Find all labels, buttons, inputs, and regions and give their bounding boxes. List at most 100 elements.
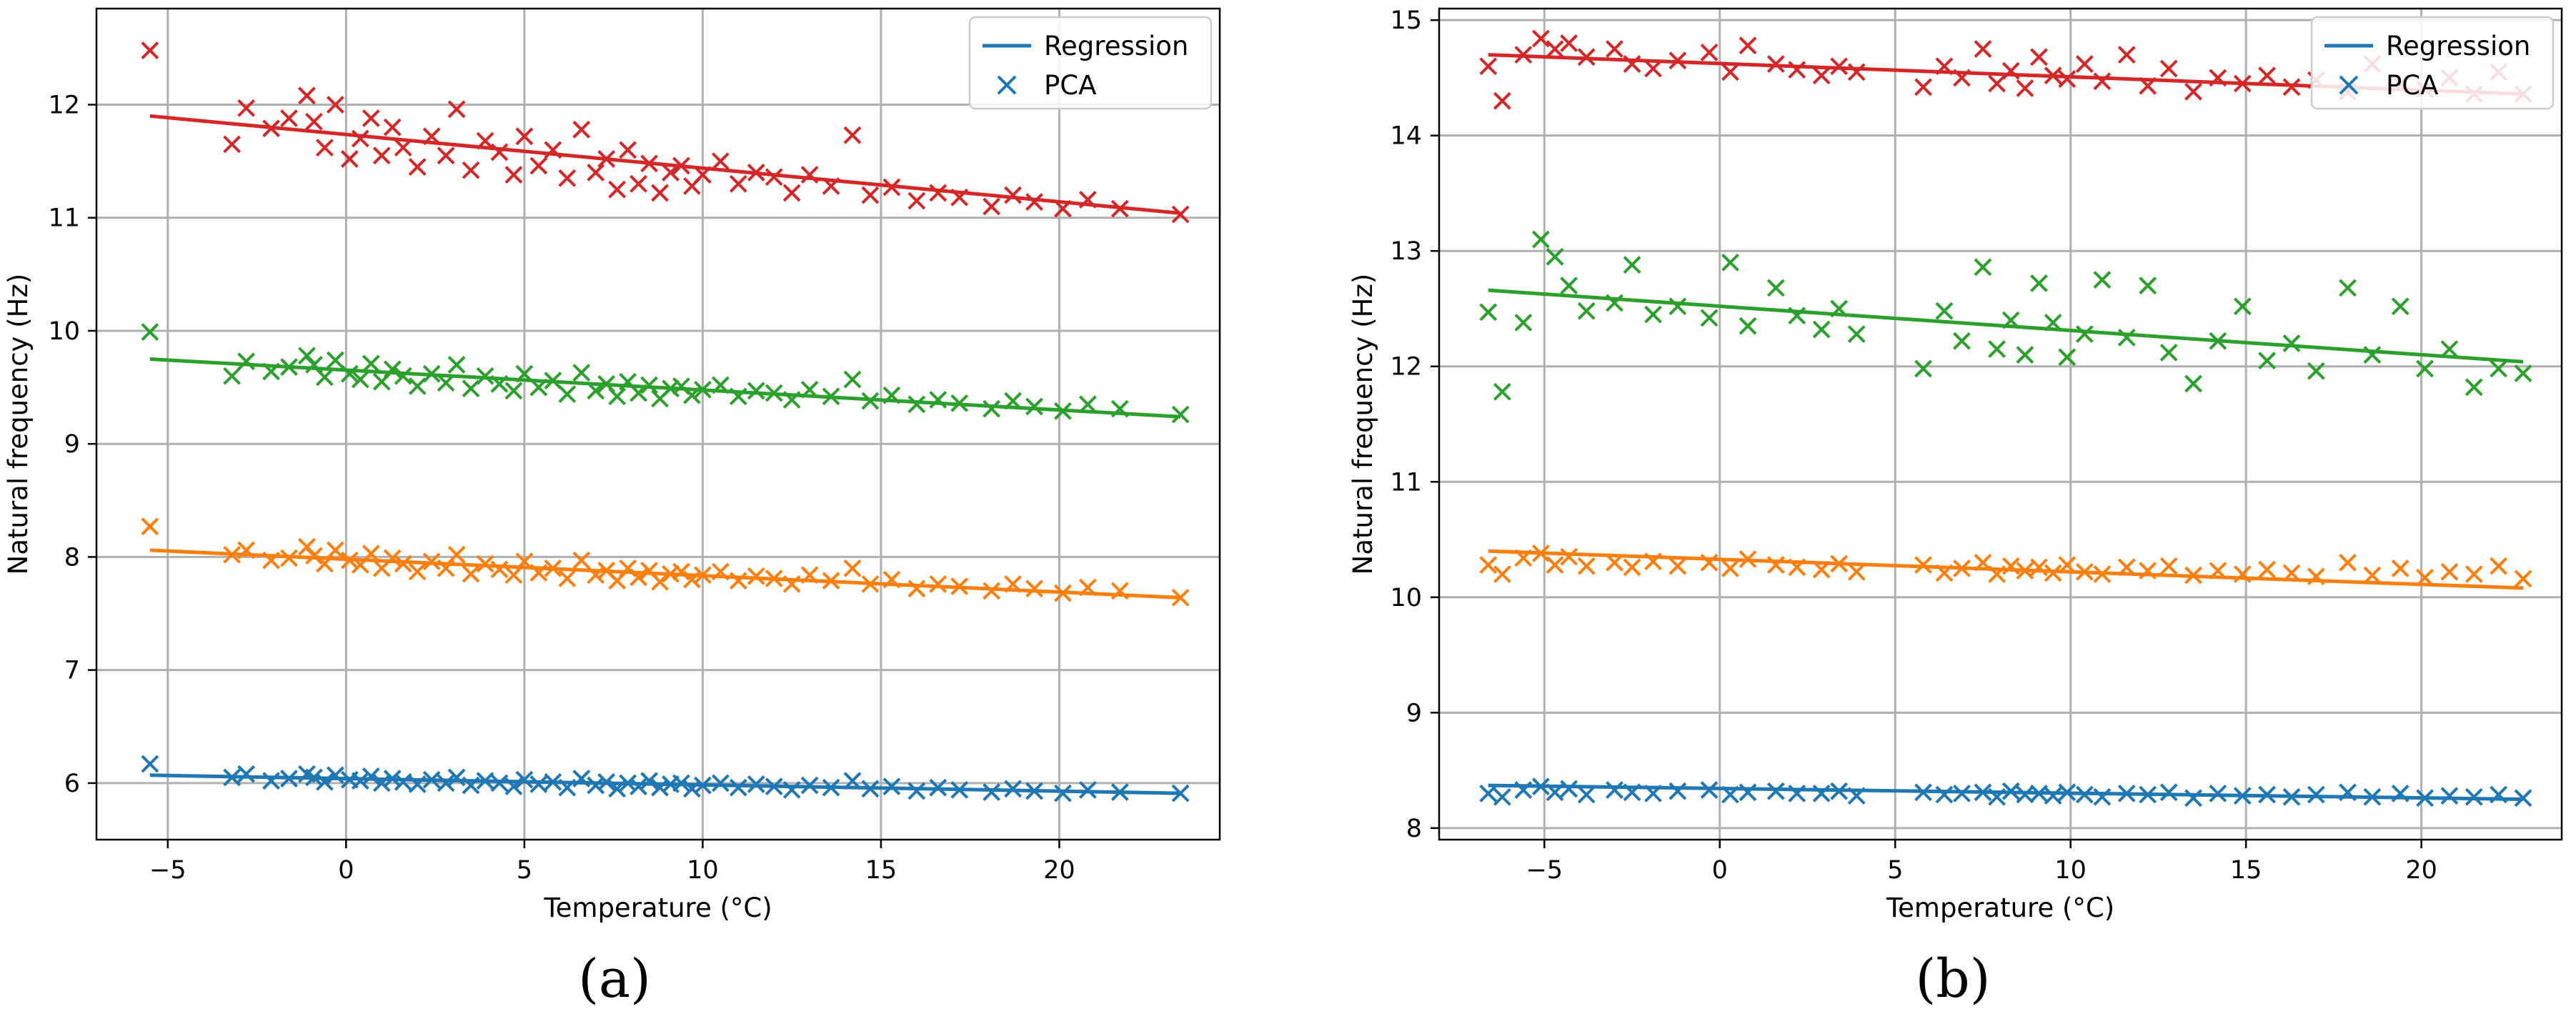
- y-tick-label: 12: [48, 91, 80, 119]
- pca-marker: [262, 362, 280, 381]
- pca-marker: [544, 559, 562, 577]
- pca-marker: [2117, 46, 2136, 64]
- pca-marker: [800, 380, 819, 399]
- pca-marker: [1974, 783, 1992, 802]
- pca-marker: [504, 166, 523, 184]
- pca-marker: [587, 164, 605, 182]
- pca-marker: [2282, 564, 2301, 582]
- pca-marker: [682, 780, 701, 798]
- pca-marker: [476, 555, 494, 573]
- pca-marker: [1669, 557, 1687, 575]
- pca-marker: [408, 377, 427, 395]
- pca-marker: [490, 560, 509, 579]
- pca-marker: [2339, 279, 2357, 297]
- pca-marker: [462, 776, 480, 795]
- pca-marker: [619, 141, 637, 159]
- pca-marker: [1054, 584, 1072, 602]
- pca-marker: [223, 367, 242, 385]
- pca-marker: [2001, 782, 2020, 800]
- pca-marker: [1025, 580, 1043, 598]
- pca-marker: [630, 174, 647, 193]
- pca-marker: [693, 380, 712, 399]
- pca-marker: [843, 370, 862, 389]
- pca-marker: [351, 370, 369, 389]
- pca-marker: [476, 367, 494, 385]
- pca-marker: [1546, 247, 1564, 266]
- pca-marker: [950, 577, 969, 595]
- pca-marker: [1953, 559, 1971, 577]
- y-tick-label: 7: [64, 657, 80, 685]
- pca-marker: [1700, 781, 1719, 799]
- pca-marker: [1479, 556, 1498, 574]
- pca-marker: [682, 386, 701, 404]
- pca-marker: [929, 575, 948, 593]
- pca-marker: [237, 99, 256, 117]
- pca-marker: [907, 395, 926, 414]
- legend-x-swatch: [997, 75, 1017, 95]
- pca-marker: [372, 774, 391, 792]
- pca-marker: [2044, 787, 2062, 805]
- pca-marker: [2139, 76, 2157, 95]
- pca-marker: [362, 767, 380, 785]
- pca-marker: [437, 774, 455, 792]
- x-tick-label: 15: [2230, 856, 2262, 885]
- pca-marker: [1644, 59, 1662, 78]
- pca-marker: [1974, 258, 1992, 277]
- pca-marker: [2339, 553, 2357, 572]
- x-tick-label: 15: [865, 856, 897, 885]
- pca-marker: [1025, 397, 1043, 416]
- pca-marker: [2184, 566, 2202, 585]
- x-tick-label: 20: [2405, 856, 2437, 885]
- pca-marker: [907, 782, 926, 800]
- pca-marker: [351, 129, 369, 148]
- pca-marker: [1577, 302, 1596, 320]
- pca-marker: [1953, 332, 1971, 350]
- pca-marker: [782, 575, 801, 593]
- pca-marker: [2440, 787, 2459, 805]
- pca-marker: [1739, 36, 1757, 55]
- pca-marker: [504, 777, 523, 796]
- pca-marker: [822, 778, 840, 797]
- legend-x-mark: [2339, 75, 2359, 95]
- pca-marker: [1953, 69, 1971, 87]
- pca-marker: [1988, 340, 2006, 358]
- pca-marker: [672, 774, 690, 792]
- chart-panel-a: −5 0 5 10 15 20 6 7 8 9 10 11 12 Temperature (°C) Na…: [3, 7, 1221, 1010]
- pca-marker: [315, 368, 334, 387]
- pca-marker: [1514, 313, 1533, 332]
- pca-marker: [1606, 781, 1623, 799]
- pca-marker: [1739, 317, 1757, 335]
- pca-marker: [280, 770, 298, 787]
- pca-marker: [2016, 79, 2034, 97]
- y-tick-label: 14: [1390, 122, 1422, 151]
- pca-marker: [1669, 297, 1687, 316]
- pca-marker: [2465, 378, 2483, 397]
- pca-marker: [662, 565, 680, 583]
- y-tick-label: 11: [48, 204, 80, 233]
- pca-marker: [1935, 57, 1954, 76]
- pca-marker: [1560, 277, 1578, 295]
- pca-marker: [1988, 565, 2006, 583]
- x-tick-label: −5: [149, 856, 187, 885]
- pca-marker: [747, 382, 765, 400]
- pca-marker: [2044, 564, 2062, 582]
- pca-marker: [1078, 395, 1097, 414]
- tick-marks: [88, 104, 1060, 848]
- pca-marker: [1514, 781, 1533, 799]
- pca-marker: [1110, 582, 1129, 600]
- pca-marker: [822, 387, 840, 406]
- pca-marker: [351, 772, 369, 790]
- pca-marker: [2416, 568, 2434, 587]
- pca-marker: [315, 555, 334, 573]
- pca-marker: [2233, 787, 2252, 805]
- pca-marker: [490, 374, 509, 393]
- pca-marker: [490, 774, 509, 792]
- pca-marker: [383, 770, 402, 787]
- pca-marker: [630, 777, 647, 796]
- pca-marker: [693, 566, 712, 585]
- pca-marker: [2001, 557, 2020, 575]
- pca-marker: [2233, 74, 2252, 93]
- x-tick-label: 10: [687, 856, 719, 885]
- pca-marker: [437, 559, 455, 577]
- pca-marker: [447, 768, 466, 787]
